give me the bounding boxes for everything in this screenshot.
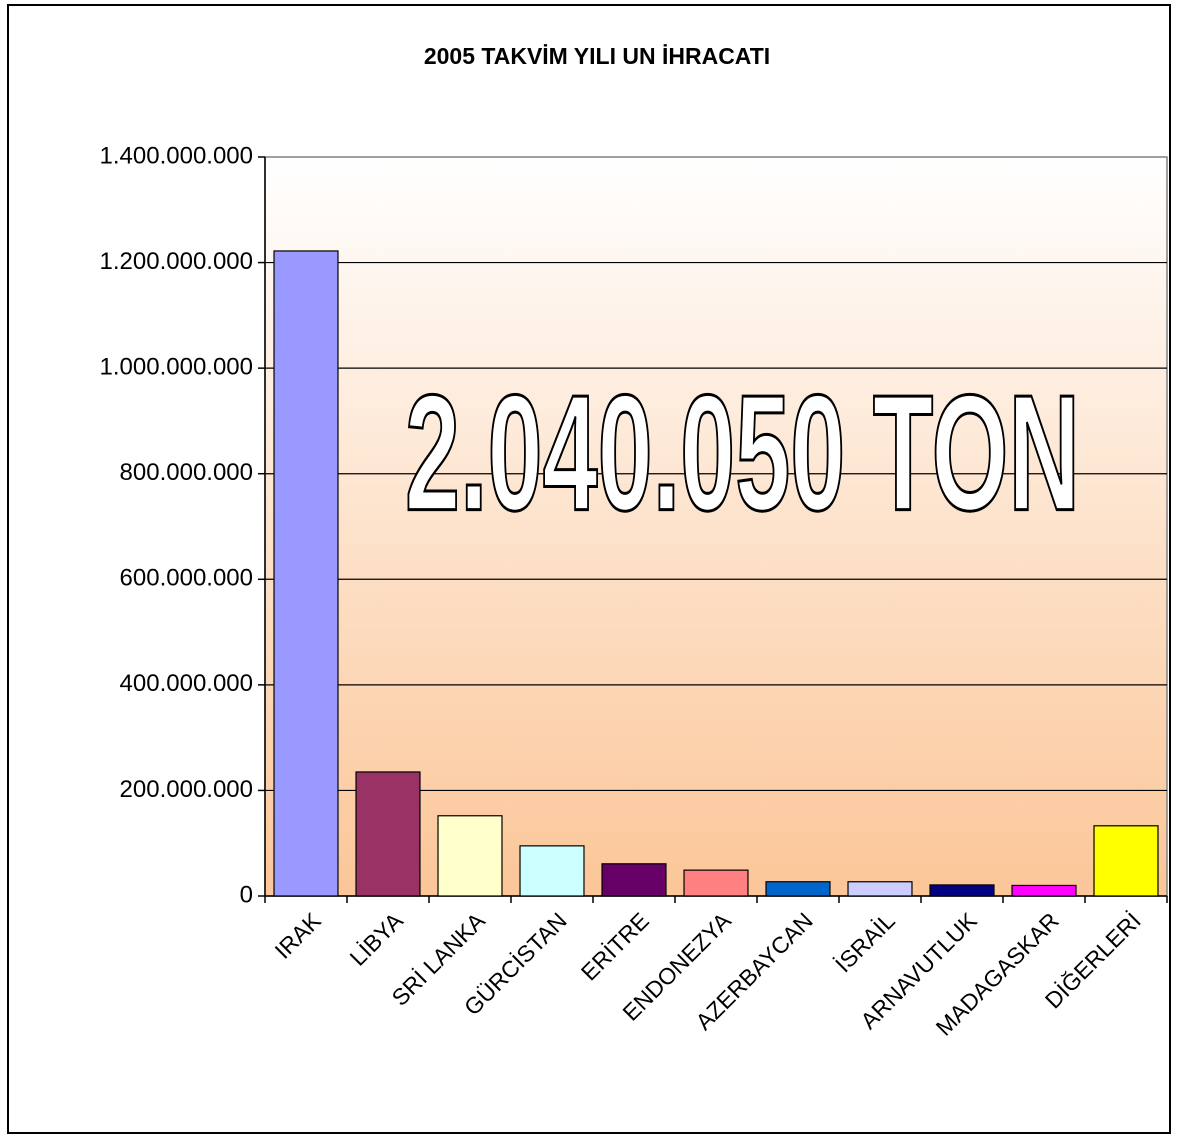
y-tick-label: 1.200.000.000 — [100, 248, 253, 275]
bar — [437, 815, 503, 897]
bar — [355, 771, 421, 897]
y-tick-label: 600.000.000 — [120, 565, 253, 592]
y-tick-label: 400.000.000 — [120, 670, 253, 697]
bar — [519, 845, 585, 897]
bar — [1011, 884, 1077, 897]
bar — [1093, 825, 1159, 897]
bar — [273, 250, 339, 897]
bar — [765, 881, 831, 897]
annotation: 2.040.050 TON — [405, 361, 1080, 545]
y-tick-label: 200.000.000 — [120, 776, 253, 803]
bar — [847, 881, 913, 897]
y-tick-label: 0 — [240, 881, 253, 908]
bar — [601, 863, 667, 897]
y-tick-label: 800.000.000 — [120, 459, 253, 486]
chart-title: 2005 TAKVİM YILI UN İHRACATI — [424, 43, 770, 69]
y-tick-label: 1.000.000.000 — [100, 353, 253, 380]
bar — [929, 884, 995, 897]
y-tick-label: 1.400.000.000 — [100, 142, 253, 169]
bar — [683, 869, 749, 897]
